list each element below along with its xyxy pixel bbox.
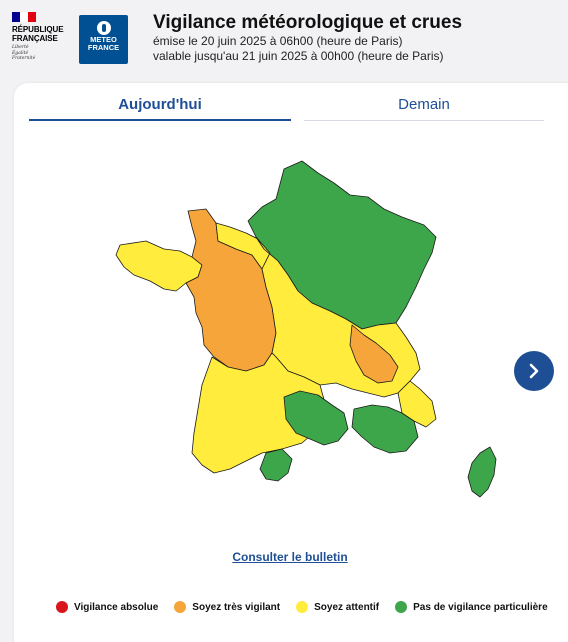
region-alps-north[interactable]: [349, 324, 399, 384]
legend-dot-icon: [395, 601, 408, 613]
vigilance-map[interactable]: [106, 157, 536, 517]
legend-dot-icon: [56, 601, 68, 613]
page-header: RÉPUBLIQUE FRANÇAISE Liberté Égalité Fra…: [0, 0, 568, 78]
region-massif-central[interactable]: [283, 390, 349, 446]
legend-label: Vigilance absolue: [74, 601, 159, 613]
next-day-button[interactable]: [514, 351, 554, 391]
region-pyrenees[interactable]: [259, 448, 293, 482]
legend-item-green: Pas de vigilance particulière: [395, 601, 548, 613]
legend: Vigilance absolue Soyez très vigilant So…: [56, 601, 548, 613]
region-southwest[interactable]: [191, 352, 327, 474]
republique-francaise-logo: RÉPUBLIQUE FRANÇAISE Liberté Égalité Fra…: [12, 12, 70, 68]
legend-label: Pas de vigilance particulière: [413, 601, 548, 613]
page-title: Vigilance météorologique et crues: [153, 12, 463, 33]
valid-until-date: valable jusqu'au 21 juin 2025 à 00h00 (h…: [153, 49, 444, 63]
day-tabs: Aujourd'hui Demain: [29, 95, 568, 121]
french-flag-icon: [12, 12, 36, 22]
region-provence-coast[interactable]: [397, 380, 437, 428]
rf-logo-motto: Liberté Égalité Fraternité: [12, 45, 36, 61]
tab-today[interactable]: Aujourd'hui: [29, 95, 291, 121]
consult-bulletin-link[interactable]: Consulter le bulletin: [232, 550, 348, 564]
meteo-france-logo-text: METEO FRANCE: [87, 35, 120, 52]
chevron-right-icon: [529, 363, 539, 379]
meteo-france-emblem-icon: [96, 21, 111, 35]
legend-label: Soyez très vigilant: [192, 601, 281, 613]
bulletin-link-wrapper: Consulter le bulletin: [14, 548, 566, 566]
legend-dot-icon: [174, 601, 187, 613]
issued-date: émise le 20 juin 2025 à 06h00 (heure de …: [153, 34, 403, 48]
vigilance-card: Aujourd'hui Demain: [14, 83, 568, 642]
legend-item-yellow: Soyez attentif: [296, 601, 379, 613]
title-block: Vigilance météorologique et crues émise …: [153, 12, 462, 64]
legend-label: Soyez attentif: [314, 601, 380, 613]
rf-logo-title: RÉPUBLIQUE FRANÇAISE: [12, 25, 64, 43]
tab-tomorrow[interactable]: Demain: [304, 95, 544, 121]
legend-item-orange: Soyez très vigilant: [174, 601, 280, 613]
meteo-france-logo: METEO FRANCE: [79, 15, 128, 64]
legend-dot-icon: [296, 601, 309, 613]
legend-item-red: Vigilance absolue: [56, 601, 158, 613]
region-corsica[interactable]: [467, 446, 497, 498]
region-southeast[interactable]: [351, 404, 419, 454]
